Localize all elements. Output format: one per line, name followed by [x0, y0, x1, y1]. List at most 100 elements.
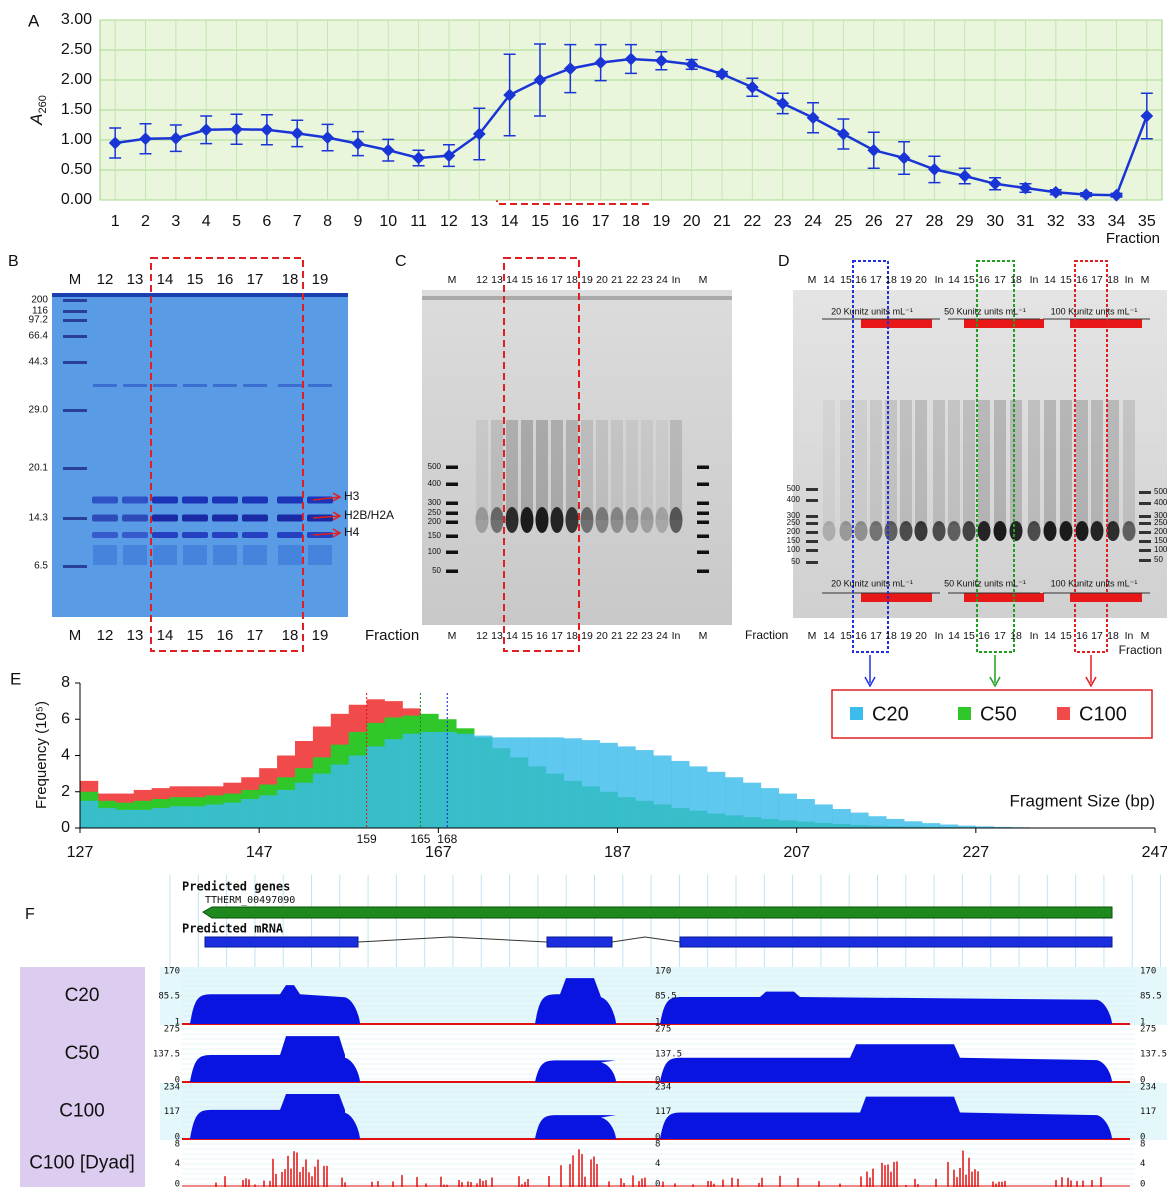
ladder-band	[806, 540, 818, 543]
arrows	[864, 655, 1097, 688]
gel-smear	[641, 420, 653, 520]
histogram-bar	[545, 737, 565, 828]
gel-band	[914, 521, 928, 541]
intron	[357, 936, 681, 943]
gel-band	[153, 545, 177, 565]
lane-label: 16	[855, 630, 867, 642]
lane-label: 17	[870, 630, 882, 642]
histogram-bar	[97, 808, 117, 828]
gel-band	[565, 507, 579, 533]
ladder-band	[697, 511, 709, 515]
lane-label: 14	[506, 630, 518, 642]
histogram-bar	[653, 755, 672, 828]
histogram-bar	[868, 816, 887, 828]
lane-label: M	[69, 627, 82, 644]
legend-label: C100	[1079, 703, 1127, 725]
gel-band	[182, 496, 208, 504]
gel-band	[243, 545, 267, 565]
gel-band	[122, 496, 148, 504]
y-axis-label-sub: 260	[37, 95, 49, 113]
gel-band	[1043, 521, 1057, 541]
band-label: H4	[344, 525, 360, 539]
histogram-bar	[402, 733, 421, 828]
lane-label: 18	[1010, 630, 1022, 642]
histogram-bar	[796, 799, 815, 828]
histogram-bar	[922, 823, 941, 828]
histogram-bar	[312, 773, 332, 828]
histogram-bar	[169, 806, 188, 828]
lane-label: In	[935, 630, 944, 642]
histogram-bar	[993, 826, 1012, 828]
lane-label: In	[672, 630, 681, 642]
lane-label: In	[1125, 630, 1134, 642]
track-scale: 234	[655, 1083, 671, 1093]
lane-label: 20	[596, 630, 608, 642]
size-marker: 44.3	[29, 357, 49, 368]
size-marker: 200	[31, 295, 48, 306]
gel-band	[183, 384, 207, 387]
lane-label: 17	[1091, 274, 1103, 286]
gel-band	[1009, 521, 1023, 541]
track-scale: 85.5	[158, 992, 180, 1002]
data-point	[169, 131, 183, 145]
gel-band	[278, 545, 302, 565]
track-scale: 170	[1140, 967, 1156, 977]
ladder-band	[1139, 540, 1151, 543]
lane-label: 13	[491, 630, 503, 642]
lane-label: 19	[900, 630, 912, 642]
x-tick-label: 247	[1142, 844, 1167, 861]
legend-swatch	[1057, 707, 1070, 720]
histogram-bar	[510, 737, 529, 828]
track-bg	[160, 1140, 1167, 1187]
lane-label: 14	[823, 274, 835, 286]
lane-label: 15	[187, 271, 204, 288]
gel-smear	[536, 420, 548, 520]
ladder-band	[806, 531, 818, 534]
lane-label: 15	[1060, 630, 1072, 642]
gel-band	[993, 521, 1007, 541]
x-tick-label: 2	[141, 213, 150, 230]
gel-band	[92, 514, 118, 522]
data-point	[351, 137, 365, 150]
track-scale: 0	[1140, 1180, 1145, 1187]
lane-label: 18	[566, 630, 578, 642]
track-scale: 275	[1140, 1025, 1156, 1035]
panel-label: A	[28, 11, 40, 30]
ladder-band	[806, 488, 818, 491]
histogram-bar	[563, 738, 582, 828]
gel-band	[242, 532, 268, 538]
histogram-bar	[725, 777, 744, 828]
ladder-band	[697, 534, 709, 538]
size-marker: 100	[1154, 545, 1167, 554]
coverage	[535, 1115, 616, 1139]
track-scale: 1	[1140, 1018, 1145, 1028]
lane-label: M	[699, 630, 708, 642]
ladder-band	[697, 550, 709, 554]
x-tick-label: 24	[804, 213, 822, 230]
ladder-band	[63, 335, 87, 338]
gel-smear	[963, 400, 975, 525]
lane-label: 12	[97, 271, 114, 288]
y-tick-label: 1.00	[61, 131, 92, 148]
x-tick-label: 15	[531, 213, 549, 230]
track-scale: 0	[1140, 1133, 1145, 1143]
gel-band	[122, 532, 148, 538]
exon	[546, 936, 613, 948]
size-marker: 150	[428, 531, 442, 540]
gel-smear	[551, 420, 563, 520]
x-tick-label: 19	[652, 213, 670, 230]
lane-label: 16	[536, 630, 548, 642]
x-tick-label: 14	[501, 213, 519, 230]
size-marker: 150	[1154, 536, 1167, 545]
histogram-bar	[975, 826, 995, 828]
ladder-band	[446, 569, 458, 573]
x-tick-label: 23	[774, 213, 792, 230]
histogram-bar	[80, 800, 99, 828]
histogram-bar	[384, 739, 403, 828]
highlight-box	[150, 257, 304, 652]
gel-band	[152, 532, 178, 538]
panel-label: E	[10, 669, 21, 688]
track-scale: 137.5	[655, 1050, 682, 1060]
track-scale: 117	[655, 1107, 671, 1117]
x-tick-label: 5	[232, 213, 241, 230]
